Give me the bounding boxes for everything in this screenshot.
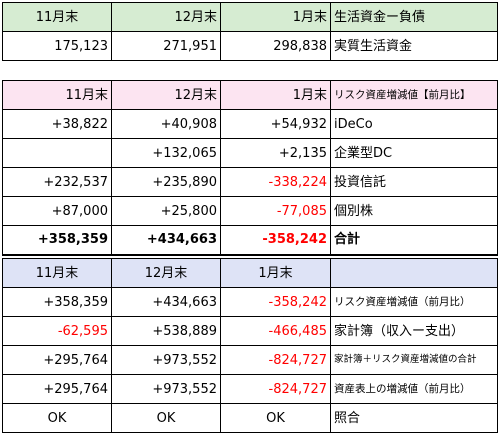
header-cell-label[interactable] <box>330 258 498 288</box>
cell-label[interactable]: iDeCo <box>330 109 498 139</box>
cell-label[interactable]: 照合 <box>330 403 498 433</box>
cell-nov[interactable]: +87,000 <box>2 196 112 226</box>
cell-nov[interactable]: +358,359 <box>2 287 112 317</box>
cell-jan[interactable]: OK <box>220 403 331 433</box>
cell-dec[interactable]: +973,552 <box>111 345 221 375</box>
cell-dec[interactable]: +973,552 <box>111 374 221 404</box>
cell-dec[interactable]: +538,889 <box>111 316 221 346</box>
cell-dec[interactable]: +235,890 <box>111 167 221 197</box>
cell-dec[interactable]: +132,065 <box>111 138 221 168</box>
cell-dec[interactable]: +434,663 <box>111 287 221 317</box>
header-cell-dec[interactable]: 12月末 <box>111 80 221 110</box>
cell-dec[interactable]: 271,951 <box>111 31 221 61</box>
cell-label[interactable]: 投資信託 <box>330 167 498 197</box>
cell-jan[interactable]: 298,838 <box>220 31 331 61</box>
cell-jan[interactable]: +54,932 <box>220 109 331 139</box>
cell-jan[interactable]: -358,242 <box>220 225 331 256</box>
cell-nov[interactable]: +295,764 <box>2 345 112 375</box>
table-header-row: 11月末 12月末 1月末 生活資金ー負債 <box>2 2 498 32</box>
cell-label[interactable]: 家計簿＋リスク資産増減値の合計 <box>330 345 498 375</box>
cell-nov[interactable]: 175,123 <box>2 31 112 61</box>
table-row: +358,359 +434,663 -358,242 リスク資産増減値（前月比） <box>2 287 498 317</box>
cell-nov[interactable]: +358,359 <box>2 225 112 256</box>
table-row: +295,764 +973,552 -824,727 資産表上の増減値（前月比） <box>2 374 498 404</box>
cell-jan[interactable]: +2,135 <box>220 138 331 168</box>
table-row: 175,123 271,951 298,838 実質生活資金 <box>2 31 498 61</box>
header-cell-nov[interactable]: 11月末 <box>2 80 112 110</box>
cell-label[interactable]: 企業型DC <box>330 138 498 168</box>
header-cell-jan[interactable]: 1月末 <box>220 258 331 288</box>
cell-nov[interactable]: +38,822 <box>2 109 112 139</box>
cell-jan[interactable]: -77,085 <box>220 196 331 226</box>
cell-jan[interactable]: -824,727 <box>220 345 331 375</box>
living-funds-table: 11月末 12月末 1月末 生活資金ー負債 175,123 271,951 29… <box>2 2 498 61</box>
cell-nov[interactable] <box>2 138 112 168</box>
table-header-row: 11月末 12月末 1月末 <box>2 258 498 288</box>
cell-jan[interactable]: -338,224 <box>220 167 331 197</box>
cell-label[interactable]: 実質生活資金 <box>330 31 498 61</box>
cell-label[interactable]: 合計 <box>330 225 498 256</box>
cell-nov[interactable]: OK <box>2 403 112 433</box>
table-row: -62,595 +538,889 -466,485 家計簿（収入ー支出） <box>2 316 498 346</box>
cell-nov[interactable]: -62,595 <box>2 316 112 346</box>
table-total-row: +358,359 +434,663 -358,242 合計 <box>2 225 498 256</box>
table-row: +87,000 +25,800 -77,085 個別株 <box>2 196 498 226</box>
table-row: +132,065 +2,135 企業型DC <box>2 138 498 168</box>
cell-dec[interactable]: +40,908 <box>111 109 221 139</box>
table-row: +38,822 +40,908 +54,932 iDeCo <box>2 109 498 139</box>
cell-jan[interactable]: -824,727 <box>220 374 331 404</box>
cell-jan[interactable]: -358,242 <box>220 287 331 317</box>
header-cell-jan[interactable]: 1月末 <box>220 2 331 32</box>
table-row: +295,764 +973,552 -824,727 家計簿＋リスク資産増減値の… <box>2 345 498 375</box>
risk-asset-table: 11月末 12月末 1月末 リスク資産増減値【前月比】 +38,822 +40,… <box>2 80 498 256</box>
header-cell-jan[interactable]: 1月末 <box>220 80 331 110</box>
cell-label[interactable]: リスク資産増減値（前月比） <box>330 287 498 317</box>
header-cell-dec[interactable]: 12月末 <box>111 258 221 288</box>
cell-nov[interactable]: +295,764 <box>2 374 112 404</box>
cell-dec[interactable]: +25,800 <box>111 196 221 226</box>
cell-label[interactable]: 資産表上の増減値（前月比） <box>330 374 498 404</box>
cell-label[interactable]: 個別株 <box>330 196 498 226</box>
table-header-row: 11月末 12月末 1月末 リスク資産増減値【前月比】 <box>2 80 498 110</box>
cell-dec[interactable]: +434,663 <box>111 225 221 256</box>
cell-label[interactable]: 家計簿（収入ー支出） <box>330 316 498 346</box>
header-cell-nov[interactable]: 11月末 <box>2 258 112 288</box>
cell-jan[interactable]: -466,485 <box>220 316 331 346</box>
header-cell-label[interactable]: リスク資産増減値【前月比】 <box>330 80 498 110</box>
header-cell-dec[interactable]: 12月末 <box>111 2 221 32</box>
cell-dec[interactable]: OK <box>111 403 221 433</box>
cell-nov[interactable]: +232,537 <box>2 167 112 197</box>
header-cell-nov[interactable]: 11月末 <box>2 2 112 32</box>
reconciliation-table: 11月末 12月末 1月末 +358,359 +434,663 -358,242… <box>2 258 498 433</box>
header-cell-label[interactable]: 生活資金ー負債 <box>330 2 498 32</box>
table-row: OK OK OK 照合 <box>2 403 498 433</box>
table-row: +232,537 +235,890 -338,224 投資信託 <box>2 167 498 197</box>
